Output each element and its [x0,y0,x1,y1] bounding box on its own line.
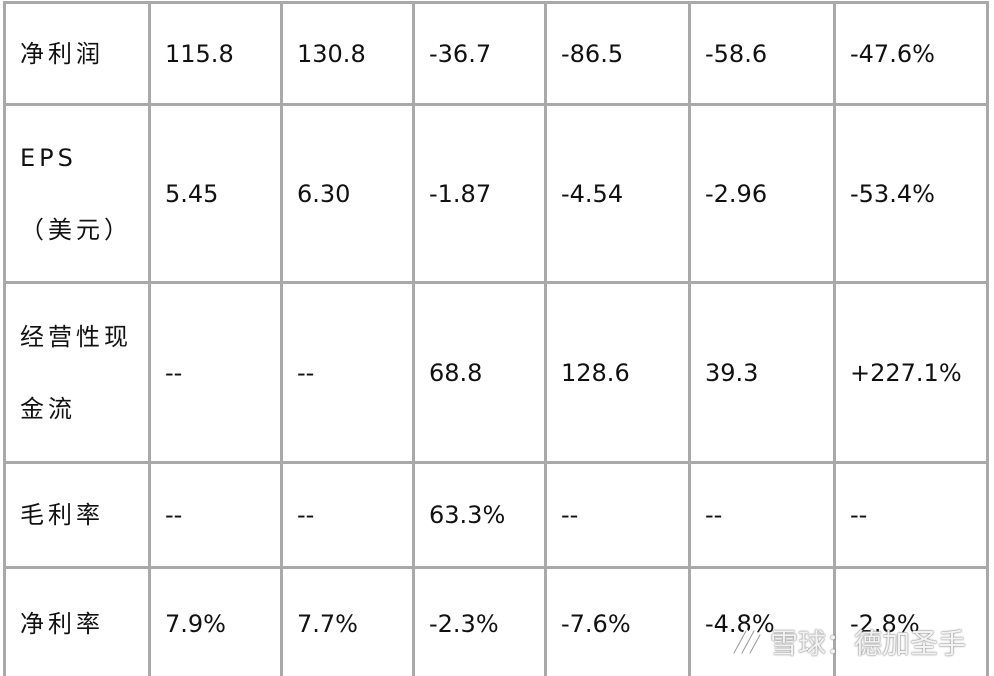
row-label: 净利率 [3,566,151,676]
table-row: 净利率 7.9% 7.7% -2.3% -7.6% -4.8% -2.8% [3,566,989,676]
table-cell: 128.6 [544,281,691,464]
table-cell: 7.9% [148,566,283,676]
table-cell: 63.3% [412,461,547,569]
table-cell: 115.8 [148,1,283,106]
table-cell: -- [544,461,691,569]
table-cell: -36.7 [412,1,547,106]
table-cell: 39.3 [688,281,836,464]
table-cell: -- [833,461,989,569]
table-cell: -2.3% [412,566,547,676]
table-row: 毛利率 -- -- 63.3% -- -- -- [3,461,989,569]
data-table: 净利润 115.8 130.8 -36.7 -86.5 -58.6 -47.6% EPS （美… [3,1,989,676]
table-cell: 68.8 [412,281,547,464]
watermark: 雪球：德加圣手 [730,622,966,662]
table-row: EPS （美元） 5.45 6.30 -1.87 -4.54 -2.96 -53.4% [3,103,989,284]
watermark-text: 雪球：德加圣手 [769,627,966,660]
table-row: 净利润 115.8 130.8 -36.7 -86.5 -58.6 -47.6% [3,1,989,106]
table-cell: 6.30 [280,103,415,284]
table-cell: +227.1% [833,281,989,464]
watermark-logo [731,629,762,655]
table-cell: -4.8% [688,566,836,676]
table-cell: -7.6% [544,566,691,676]
table-cell: -- [280,281,415,464]
table-cell: -53.4% [833,103,989,284]
table-cell: -2.96 [688,103,836,284]
table-row: 经营性现金流 -- -- 68.8 128.6 39.3 +227.1% [3,281,989,464]
table-cell: -- [148,461,283,569]
table-cell: 5.45 [148,103,283,284]
row-label: 毛利率 [3,461,151,569]
table-cell: -- [688,461,836,569]
table-cell: -- [280,461,415,569]
table-cell: -58.6 [688,1,836,106]
table-cell: -86.5 [544,1,691,106]
table-cell: -- [148,281,283,464]
table-cell: -4.54 [544,103,691,284]
table-cell: 7.7% [280,566,415,676]
row-label: 经营性现金流 [3,281,151,464]
table-cell: -1.87 [412,103,547,284]
row-label: 净利润 [3,1,151,106]
table-cell: 130.8 [280,1,415,106]
row-label: EPS （美元） [3,103,151,284]
table-cell: -2.8% [833,566,989,676]
table-cell: -47.6% [833,1,989,106]
